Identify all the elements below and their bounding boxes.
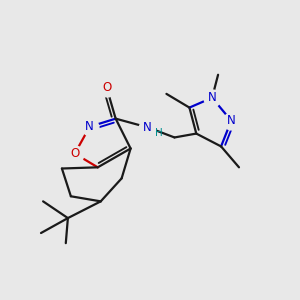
Text: N: N (208, 91, 217, 104)
Text: O: O (70, 147, 80, 160)
Text: N: N (85, 120, 94, 133)
Text: O: O (102, 81, 111, 94)
Text: H: H (155, 128, 163, 138)
Text: N: N (142, 121, 152, 134)
Text: N: N (227, 114, 236, 127)
